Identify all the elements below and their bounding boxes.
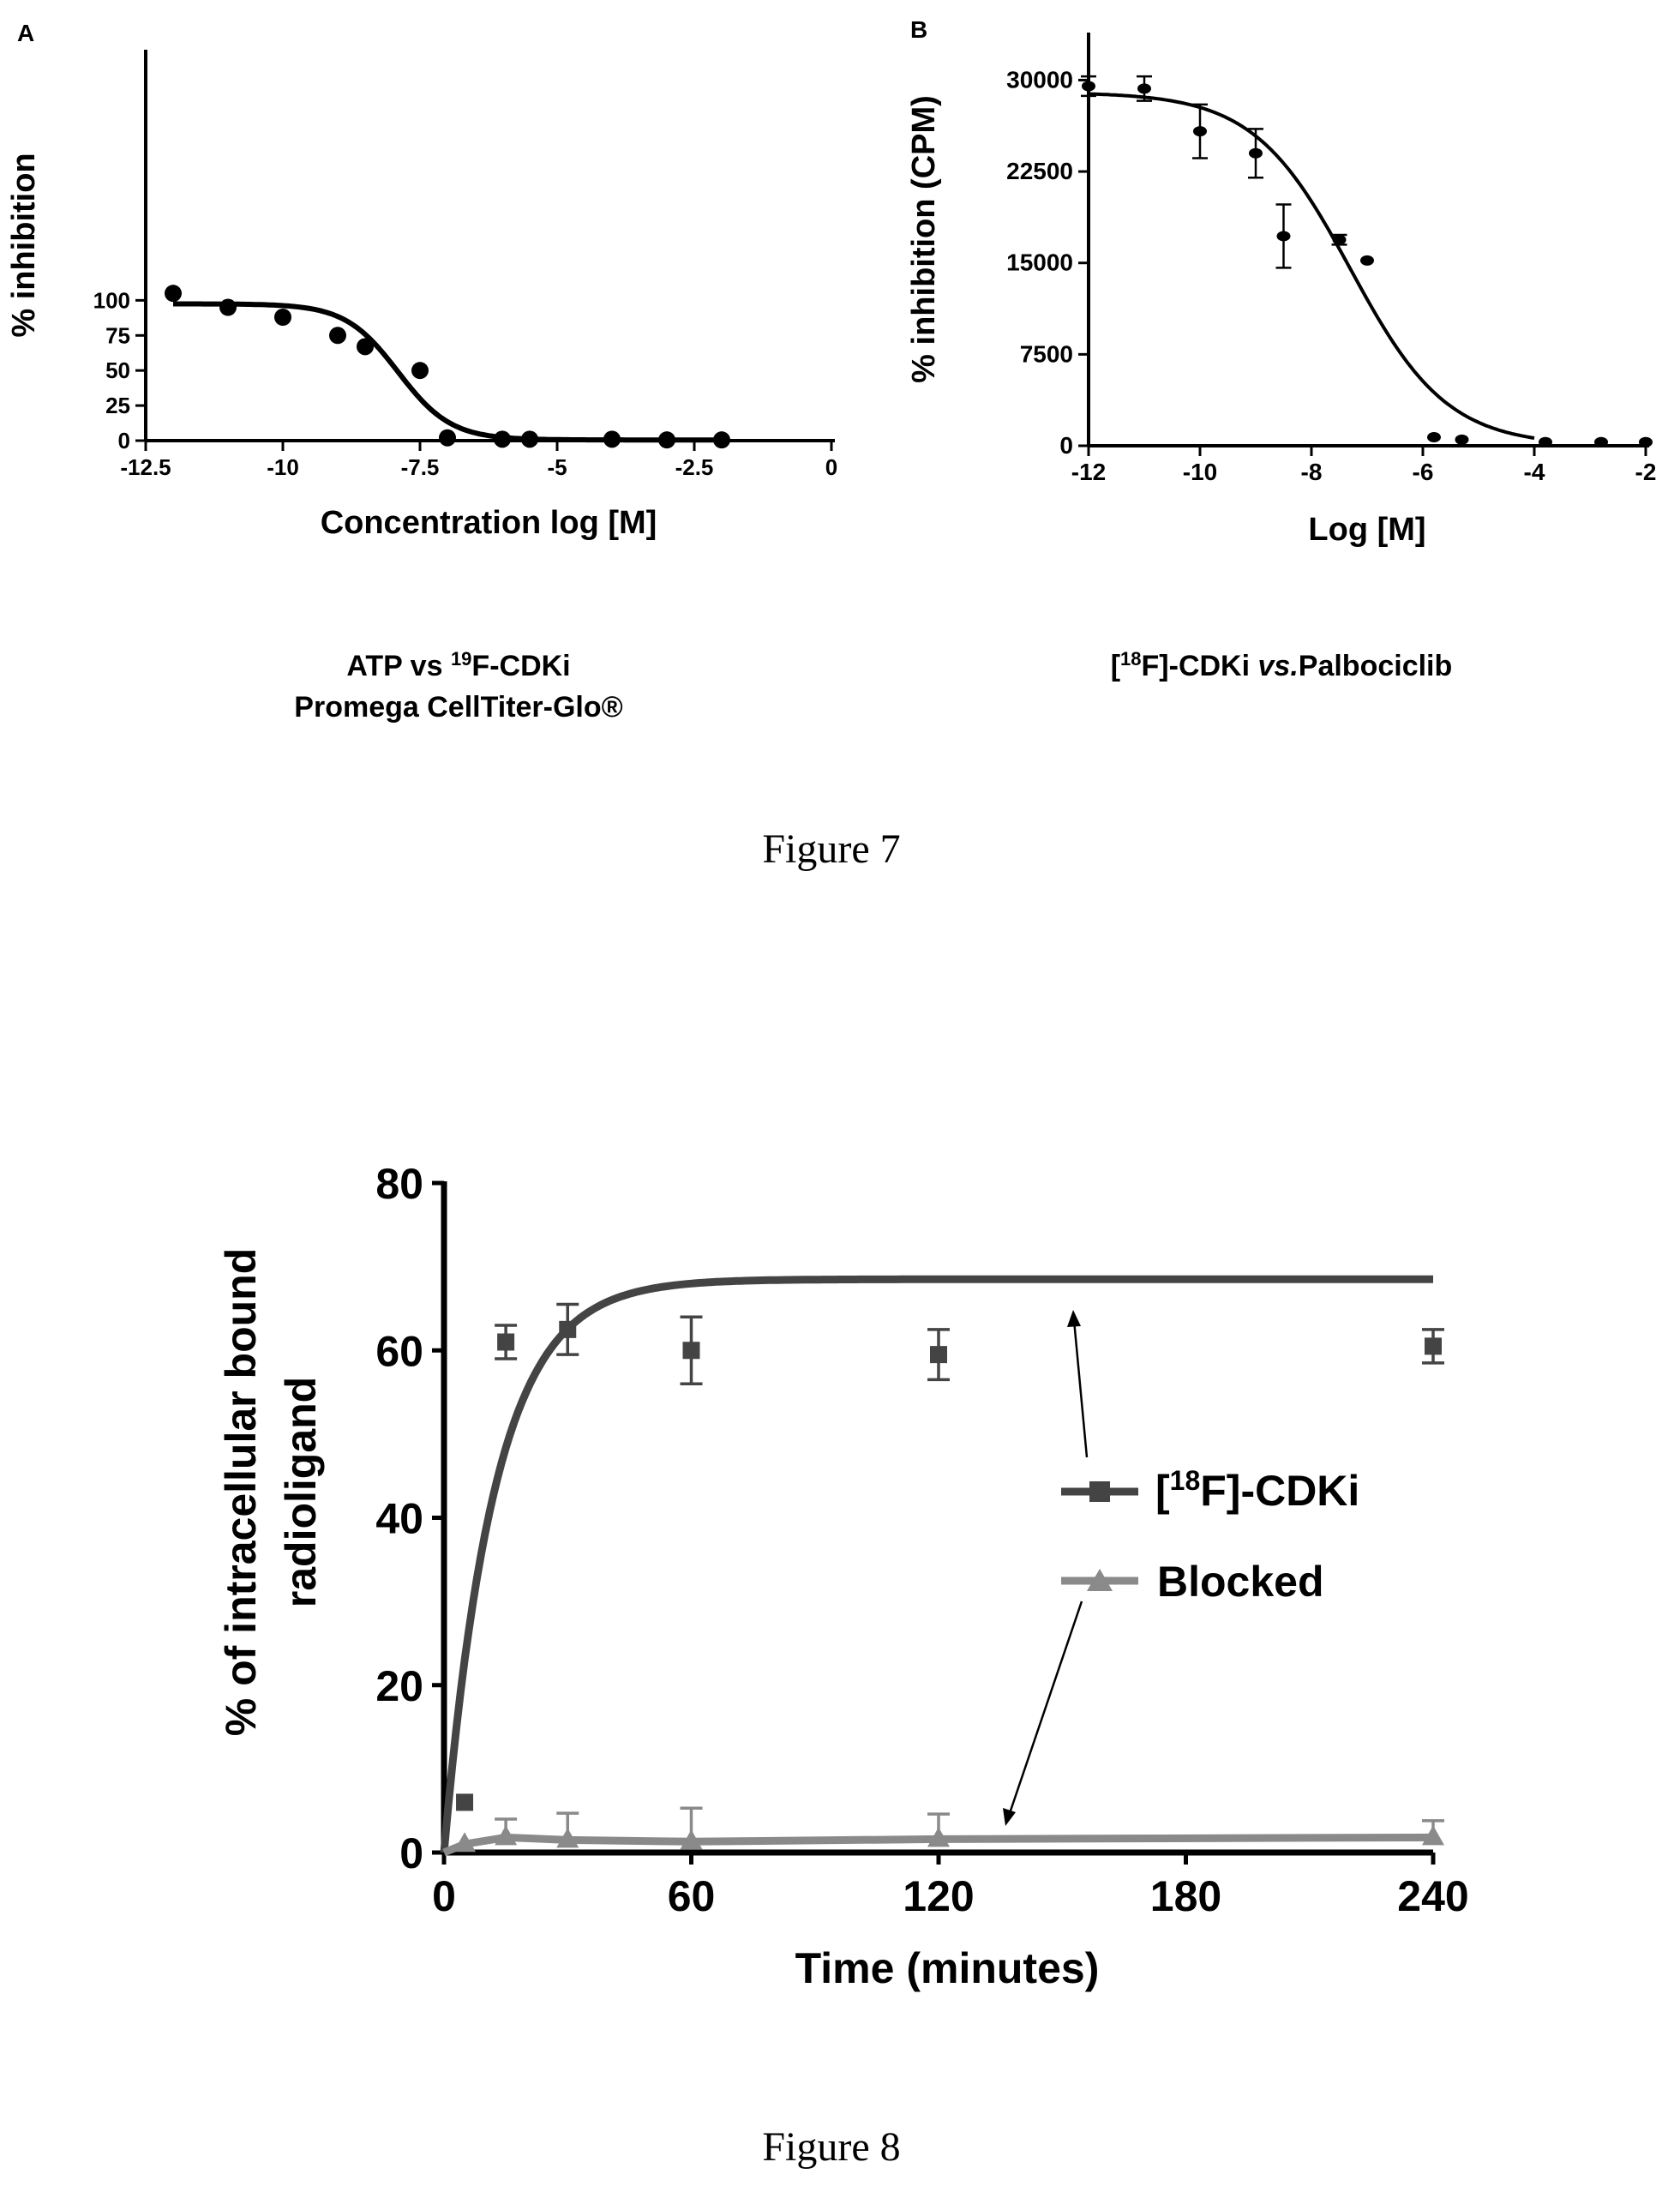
data-point [1137, 83, 1151, 94]
blocked-data-point [680, 1829, 703, 1850]
data-point [411, 362, 429, 380]
x-tick-label: -2.5 [675, 454, 714, 480]
x-tick-label: -10 [1183, 459, 1217, 485]
data-point [165, 285, 182, 303]
data-point [603, 430, 621, 448]
blocked-data-point [927, 1827, 950, 1847]
x-tick-label: 0 [432, 1872, 456, 1920]
cdki-data-point [930, 1346, 947, 1364]
y-tick-label: 100 [93, 287, 130, 313]
cdki-data-point [1425, 1337, 1442, 1355]
legend-blocked-marker [1087, 1569, 1113, 1591]
y-tick-label: 40 [375, 1495, 423, 1543]
cdki-data-point [456, 1793, 474, 1811]
cdki-data-point [682, 1342, 700, 1360]
data-point [439, 429, 456, 447]
panel-b-label: B [910, 16, 927, 43]
x-tick-label: -8 [1301, 459, 1323, 485]
y-tick-label: 15000 [1006, 249, 1073, 276]
panel-a-subtitle-line1: ATP vs 19F-CDKi [346, 648, 570, 682]
fig8-legend: [18F]-CDKi Blocked [1061, 1465, 1359, 1606]
data-point [1594, 436, 1608, 447]
x-tick-label: -4 [1524, 459, 1545, 485]
data-point [1193, 126, 1207, 137]
legend-cdki-marker [1089, 1481, 1110, 1502]
arrow-head-blocked [1003, 1808, 1016, 1826]
legend-blocked-label: Blocked [1157, 1558, 1324, 1606]
y-tick-label: 0 [1059, 432, 1073, 459]
cdki-data-point [497, 1333, 515, 1351]
arrow-to-blocked-curve [1007, 1600, 1083, 1817]
y-axis-title: % inhibition [6, 153, 42, 337]
cdki-data-point [559, 1320, 577, 1338]
blocked-data-point [556, 1828, 579, 1848]
data-point [1539, 436, 1552, 447]
x-tick-label: 120 [903, 1872, 974, 1920]
x-tick-label: -10 [267, 454, 299, 480]
fig7-panel-b-chart: B -12 -10 -8 -6 -4 -2 0 7500 15000 22500 30000 Log … [906, 16, 1656, 548]
x-tick-label: 60 [668, 1872, 716, 1920]
x-tick-label: -7.5 [401, 454, 440, 480]
y-axis-title-line2: radioligand [277, 1377, 325, 1607]
x-tick-label: -2 [1635, 459, 1657, 485]
data-point [658, 431, 675, 449]
data-point [494, 430, 511, 448]
x-tick-label: -5 [547, 454, 567, 480]
y-tick-label: 7500 [1020, 340, 1073, 367]
data-point [1332, 234, 1347, 245]
y-axis-title-line1: % of intracellular bound [217, 1248, 265, 1736]
fit-curve [1088, 92, 1535, 440]
y-tick-label: 0 [118, 428, 130, 453]
x-axis-title: Concentration log [M] [321, 505, 657, 541]
x-axis-title: Log [M] [1308, 512, 1425, 548]
data-point [274, 309, 291, 326]
y-axis-title: % inhibition (CPM) [906, 95, 942, 383]
data-point [1455, 434, 1469, 445]
x-axis-title: Time (minutes) [795, 1944, 1100, 1992]
fit-curve [173, 301, 722, 443]
x-tick-label: 180 [1150, 1872, 1221, 1920]
panel-a-label: A [17, 20, 34, 46]
data-point [1427, 432, 1441, 443]
y-tick-label: 60 [375, 1327, 423, 1375]
y-tick-label: 30000 [1006, 66, 1073, 93]
y-tick-label: 20 [375, 1662, 423, 1710]
blocked-data-point [1422, 1825, 1444, 1846]
data-point [329, 327, 346, 345]
y-tick-label: 0 [399, 1829, 423, 1877]
arrow-head-cdki [1067, 1310, 1081, 1327]
data-point [357, 338, 374, 356]
y-tick-label: 75 [105, 322, 130, 348]
y-tick-label: 50 [105, 357, 130, 383]
fig8-arrows [1003, 1310, 1089, 1826]
legend-cdki-label: [18F]-CDKi [1155, 1465, 1359, 1515]
fig8-chart: 0 60 120 180 240 0 20 40 60 80 Time (minutes) % of … [217, 1160, 1469, 1992]
data-point [1249, 147, 1263, 159]
x-tick-label: -6 [1413, 459, 1434, 485]
data-point [521, 430, 538, 448]
fig7-panel-a-chart: A -12.5 -10 -7.5 -5 -2.5 0 0 25 50 75 100 Concentra… [6, 20, 837, 541]
data-point [219, 298, 237, 316]
blocked-data-point [453, 1832, 477, 1853]
arrow-to-cdki-curve [1072, 1319, 1089, 1458]
panel-a-subtitle-line2: Promega CellTiter-Glo® [294, 691, 622, 724]
x-tick-label: 0 [825, 454, 837, 480]
cdki-fit-curve [440, 1275, 1433, 1853]
x-tick-label: 240 [1397, 1872, 1468, 1920]
figure-8-caption: Figure 8 [762, 2124, 900, 2170]
x-tick-label: -12 [1071, 459, 1106, 485]
y-tick-label: 80 [375, 1160, 423, 1208]
figure-7-caption: Figure 7 [762, 826, 900, 872]
panel-b-subtitle: [18F]-CDKi vs.Palbociclib [1111, 648, 1453, 682]
data-point [1639, 436, 1653, 447]
y-tick-label: 25 [105, 393, 130, 418]
data-point [1082, 81, 1095, 92]
data-point [713, 431, 730, 449]
blocked-data-point [495, 1825, 518, 1846]
y-tick-label: 22500 [1006, 158, 1073, 184]
x-tick-label: -12.5 [120, 454, 171, 480]
data-point [1276, 231, 1291, 242]
data-point [1360, 255, 1374, 266]
